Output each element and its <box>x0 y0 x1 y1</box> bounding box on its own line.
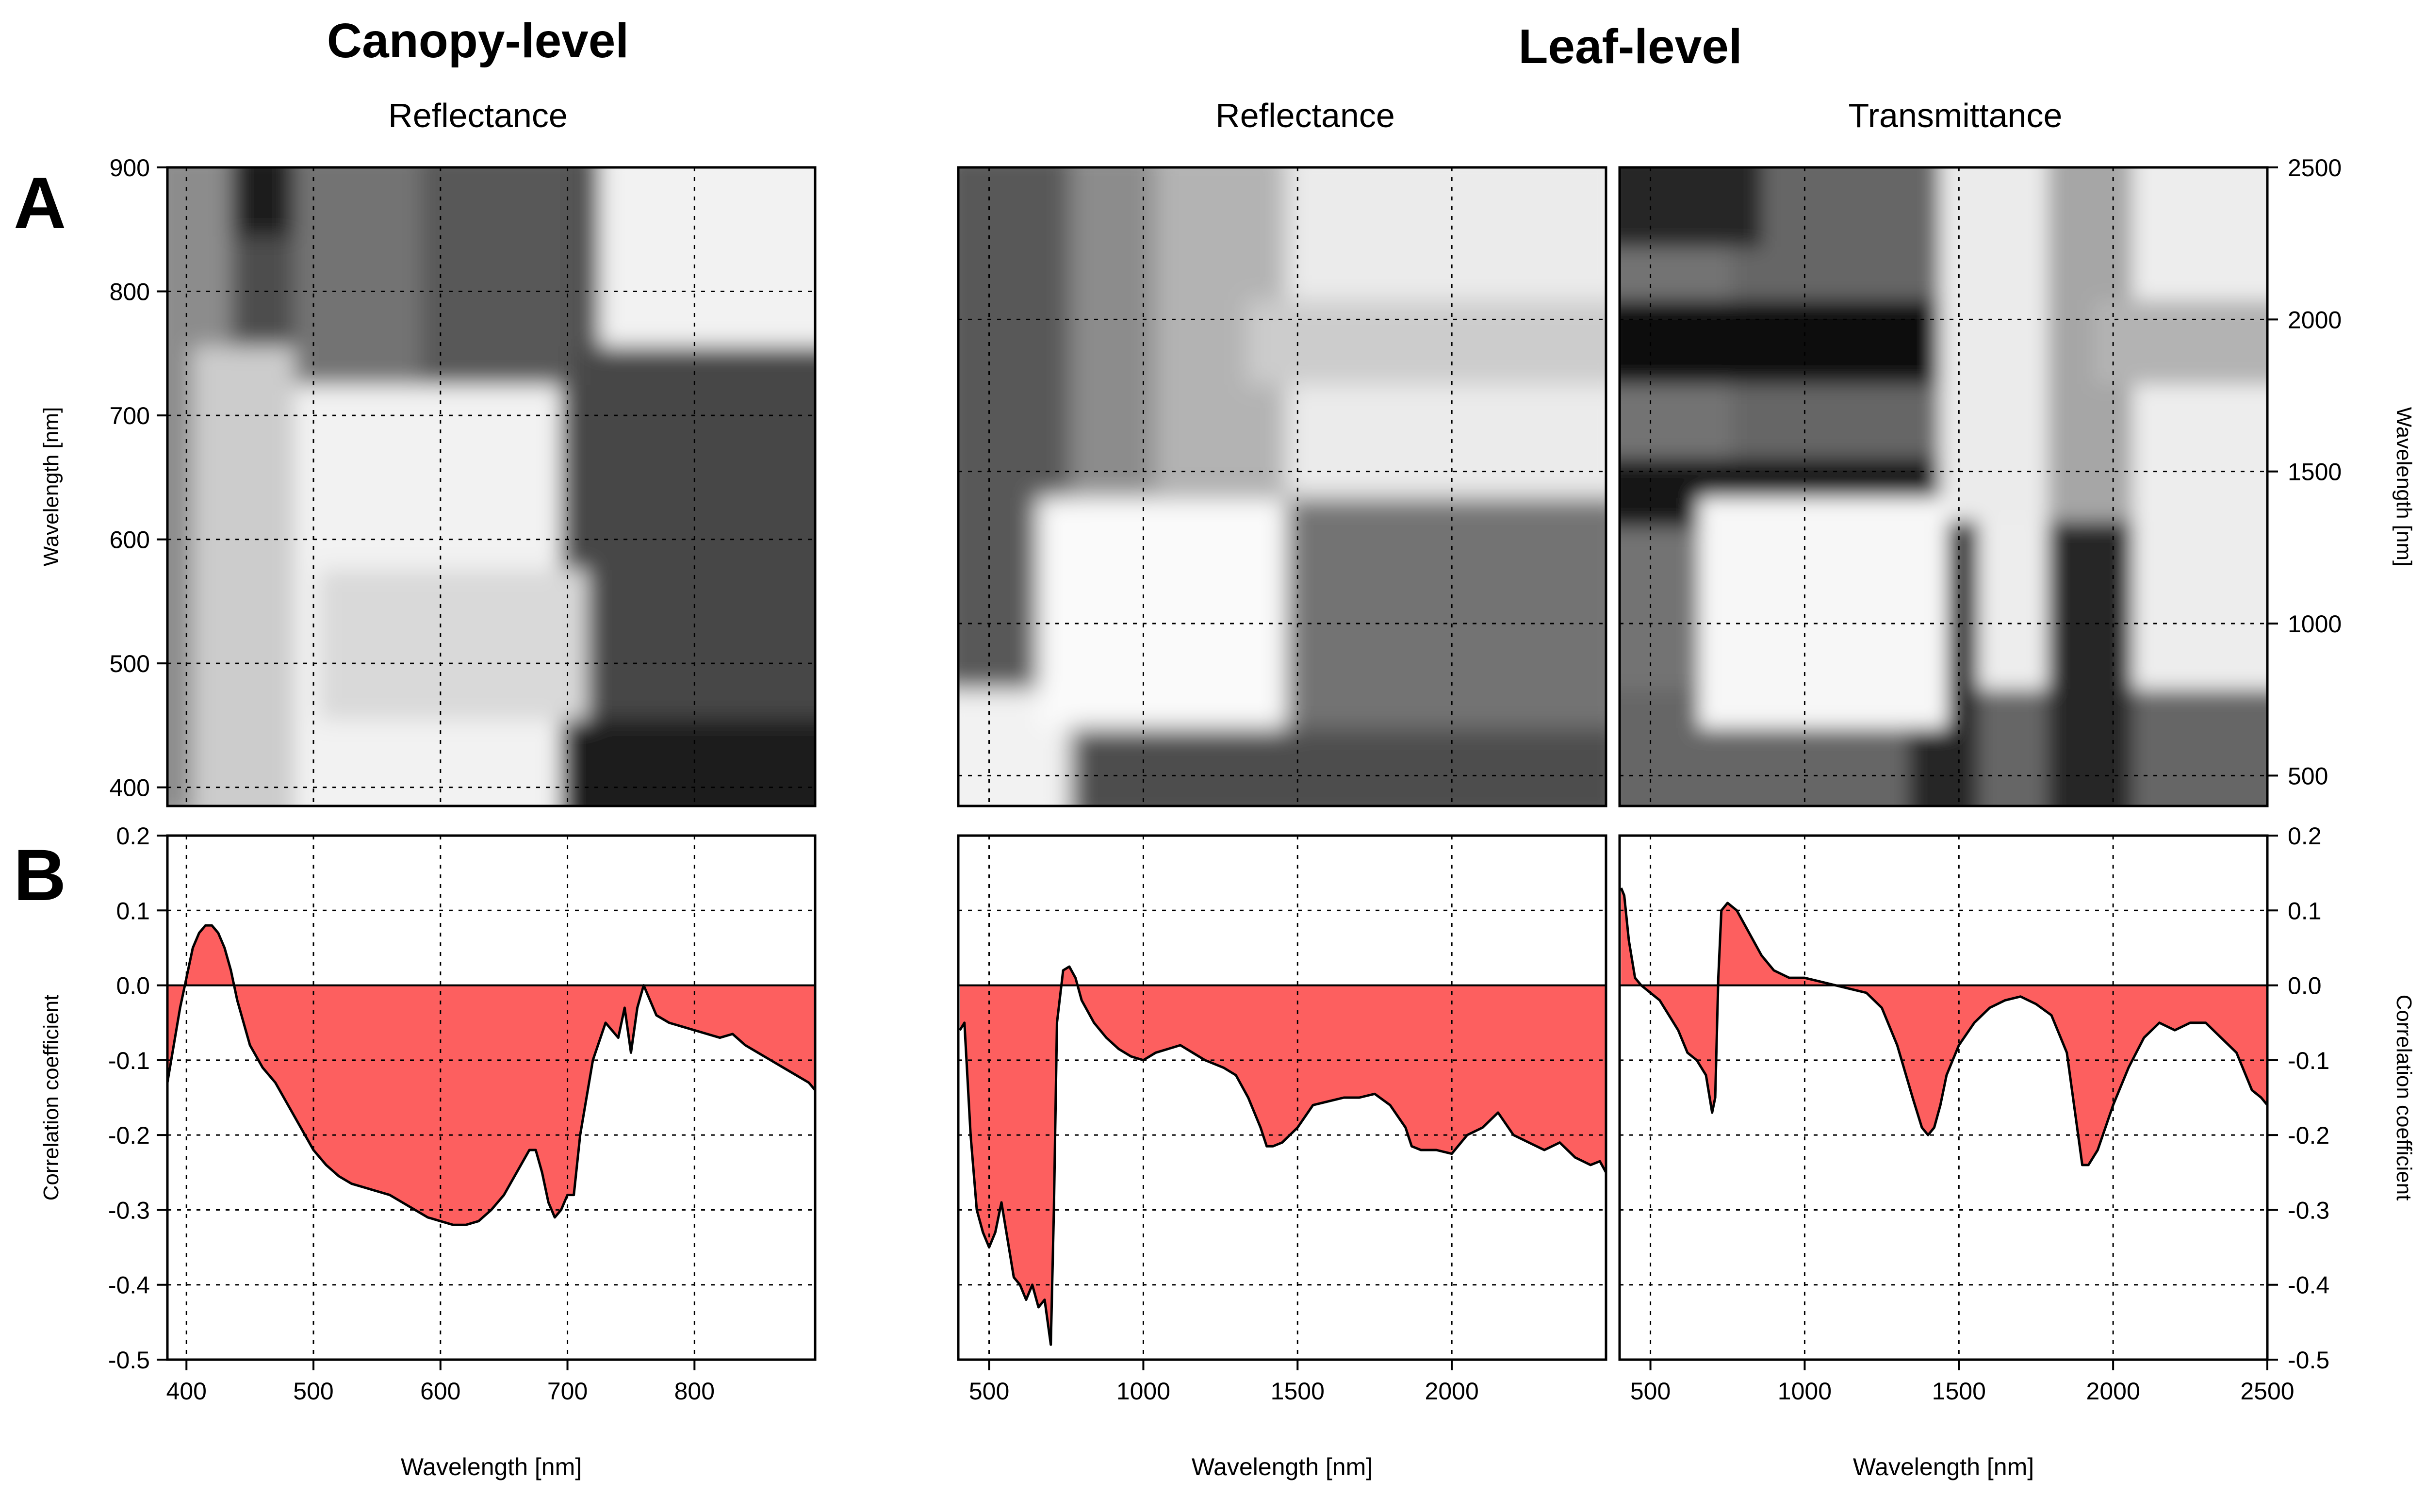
y-axis-label: Wavelength [nm] <box>39 407 63 567</box>
panel-label-b: B <box>14 834 66 916</box>
panel-frame <box>166 834 817 1361</box>
panel-frame <box>1618 834 2269 1361</box>
panel-frame <box>166 166 817 807</box>
heat-block <box>1247 300 1606 385</box>
y-tick-label: -0.2 <box>2288 1122 2329 1149</box>
correlation-line <box>1620 887 2268 1167</box>
correlation-area <box>1621 888 2267 1165</box>
x-tick-label: 1000 <box>1116 1378 1170 1405</box>
x-tick-label: 2000 <box>2086 1378 2140 1405</box>
correlation-area <box>960 967 1606 1345</box>
x-axis-label: Wavelength [nm] <box>1853 1453 2034 1480</box>
correlation-line <box>959 965 1607 1346</box>
y-tick-label: -0.5 <box>108 1347 150 1374</box>
x-tick-label: 700 <box>547 1378 588 1405</box>
heat-block <box>1699 497 1948 728</box>
correlation-area <box>167 925 815 1225</box>
heat-block <box>319 569 587 720</box>
y-tick-label: 2500 <box>2288 154 2342 181</box>
panel-label-a: A <box>14 162 66 244</box>
x-tick-label: 1000 <box>1778 1378 1832 1405</box>
heat-block <box>1620 300 1948 385</box>
y-tick-label: 500 <box>110 650 150 677</box>
x-tick-label: 600 <box>420 1378 460 1405</box>
y-tick-label: -0.3 <box>2288 1197 2329 1224</box>
y-tick-label: 2000 <box>2288 306 2342 333</box>
correlation-leaf-transmittance <box>1620 887 2268 1167</box>
correlation-canopy <box>166 924 816 1226</box>
y-tick-label: 0.2 <box>2288 822 2322 850</box>
y-tick-label: 0.0 <box>2288 972 2322 1000</box>
y-tick-label: 1500 <box>2288 459 2342 486</box>
y-tick-label: -0.2 <box>108 1122 150 1149</box>
correlation-leaf-reflectance <box>958 965 1607 1346</box>
y-axis-label: Wavelength [nm] <box>2392 407 2416 567</box>
heat-block <box>2094 300 2267 385</box>
heat-block <box>1620 167 1763 248</box>
heatmap-leaf-transmittance <box>1620 167 2267 806</box>
y-tick-label: 400 <box>110 774 150 802</box>
x-tick-label: 800 <box>674 1378 715 1405</box>
y-tick-label: 600 <box>110 526 150 554</box>
x-axis-label: Wavelength [nm] <box>1192 1453 1373 1480</box>
heat-block <box>2047 497 2133 806</box>
y-tick-label: 0.1 <box>2288 897 2322 924</box>
heat-block <box>192 346 295 806</box>
y-tick-label: 500 <box>2288 762 2328 789</box>
canopy-level-title: Canopy-level <box>327 14 629 68</box>
y-tick-label: -0.3 <box>108 1197 150 1224</box>
canopy-reflectance-subtitle: Reflectance <box>388 97 568 134</box>
y-tick-label: -0.1 <box>2288 1047 2329 1074</box>
x-tick-label: 2500 <box>2240 1378 2294 1405</box>
y-tick-label: -0.4 <box>108 1272 150 1299</box>
y-tick-label: -0.1 <box>108 1047 150 1074</box>
x-tick-label: 1500 <box>1932 1378 1986 1405</box>
x-tick-label: 400 <box>166 1378 207 1405</box>
x-tick-label: 500 <box>969 1378 1009 1405</box>
heatmap-canopy <box>167 167 815 806</box>
x-tick-label: 2000 <box>1425 1378 1479 1405</box>
y-tick-label: 0.2 <box>116 822 150 850</box>
y-tick-label: -0.4 <box>2288 1272 2329 1299</box>
x-tick-label: 500 <box>1630 1378 1671 1405</box>
correlation-line <box>166 924 816 1226</box>
heat-block <box>421 167 574 385</box>
y-tick-label: 0.1 <box>116 897 150 924</box>
y-axis-label: Correlation coefficient <box>2392 995 2416 1201</box>
heat-block <box>1037 497 1286 728</box>
y-tick-label: 1000 <box>2288 610 2342 638</box>
leaf-transmittance-subtitle: Transmittance <box>1849 97 2063 134</box>
y-tick-label: 0.0 <box>116 972 150 1000</box>
x-tick-label: 1500 <box>1271 1378 1325 1405</box>
x-axis-label: Wavelength [nm] <box>401 1453 582 1480</box>
y-tick-label: 800 <box>110 279 150 306</box>
heatmap-leaf-reflectance <box>958 167 1606 806</box>
x-tick-label: 500 <box>293 1378 333 1405</box>
y-tick-label: -0.5 <box>2288 1347 2329 1374</box>
panel-frame <box>957 166 1607 807</box>
heat-block <box>560 718 815 806</box>
heat-block <box>1247 497 1606 728</box>
y-tick-label: 900 <box>110 154 150 181</box>
y-axis-label: Correlation coefficient <box>39 995 63 1201</box>
y-tick-label: 700 <box>110 402 150 429</box>
leaf-level-title: Leaf-level <box>1518 19 1742 74</box>
panel-frame <box>957 834 1607 1361</box>
panel-frame <box>1618 166 2269 807</box>
leaf-reflectance-subtitle: Reflectance <box>1215 97 1395 134</box>
